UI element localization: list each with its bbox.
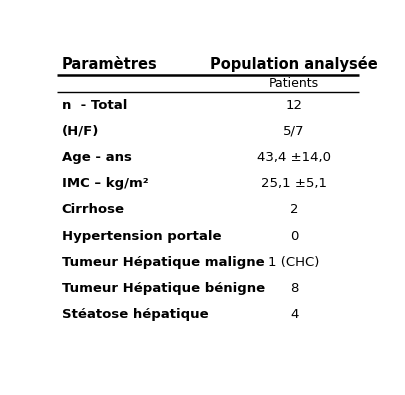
Text: Tumeur Hépatique bénigne: Tumeur Hépatique bénigne: [62, 282, 264, 295]
Text: Patients: Patients: [269, 77, 318, 90]
Text: 43,4 ±14,0: 43,4 ±14,0: [256, 151, 330, 164]
Text: 0: 0: [289, 229, 298, 243]
Text: Hypertension portale: Hypertension portale: [62, 229, 221, 243]
Text: 25,1 ±5,1: 25,1 ±5,1: [260, 177, 326, 190]
Text: 8: 8: [289, 282, 298, 295]
Text: 5/7: 5/7: [283, 125, 304, 138]
Text: Paramètres: Paramètres: [62, 57, 157, 72]
Text: Tumeur Hépatique maligne: Tumeur Hépatique maligne: [62, 256, 264, 269]
Text: 2: 2: [289, 203, 298, 216]
Text: Stéatose hépatique: Stéatose hépatique: [62, 308, 208, 321]
Text: IMC – kg/m²: IMC – kg/m²: [62, 177, 148, 190]
Text: 12: 12: [285, 99, 302, 112]
Text: (H/F): (H/F): [62, 125, 99, 138]
Text: Cirrhose: Cirrhose: [62, 203, 124, 216]
Text: 4: 4: [289, 308, 298, 321]
Text: n  - Total: n - Total: [62, 99, 127, 112]
Text: 1 (CHC): 1 (CHC): [268, 256, 319, 269]
Text: Age - ans: Age - ans: [62, 151, 131, 164]
Text: Population analysée: Population analysée: [210, 56, 377, 72]
